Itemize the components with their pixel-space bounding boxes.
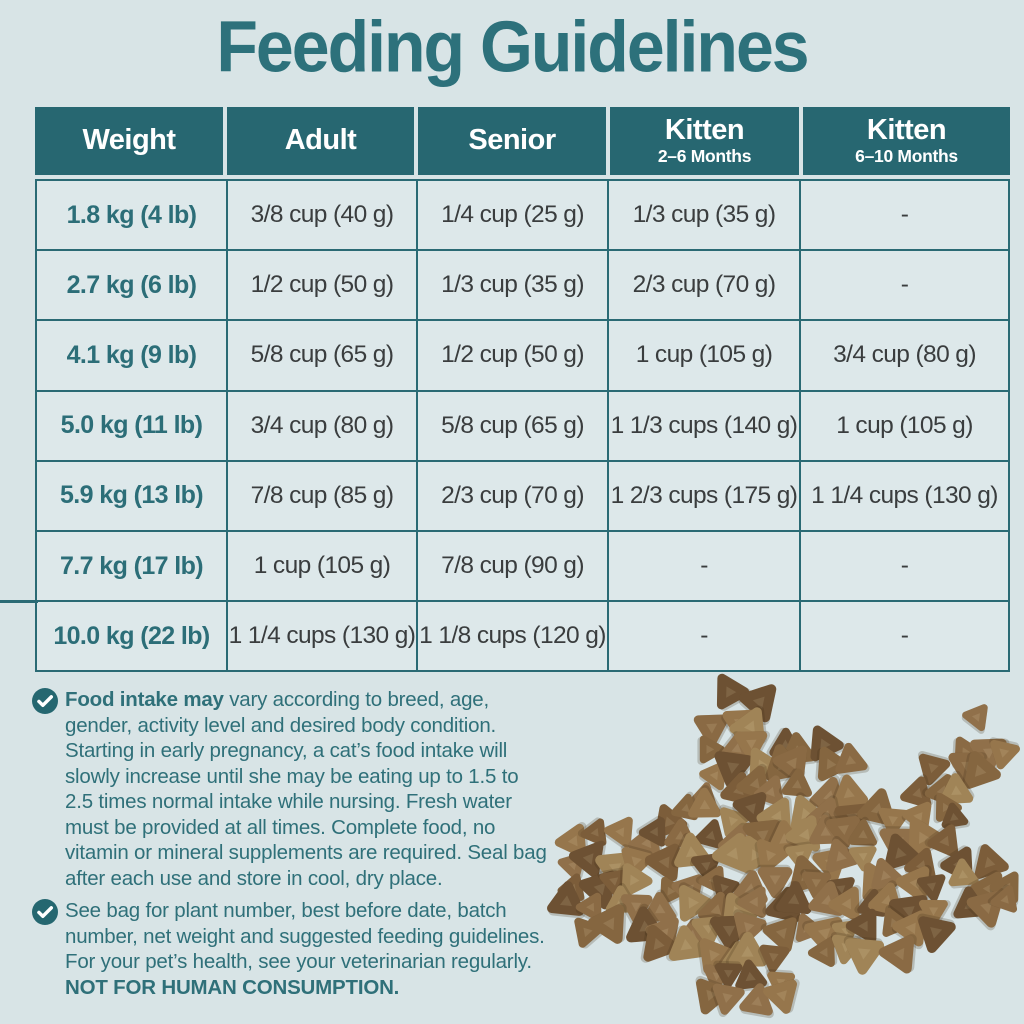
table-cell: 1/3 cup (35 g) [609, 181, 799, 250]
table-cell: - [801, 251, 1008, 320]
header-senior: Senior [418, 107, 606, 175]
table-cell: 3/4 cup (80 g) [228, 391, 416, 460]
table-cell: 1 1/8 cups (120 g) [418, 602, 607, 671]
table-cell: 10.0 kg (22 lb) [37, 602, 226, 671]
note-see-bag: See bag for plant number, best before da… [32, 898, 548, 1000]
header-weight: Weight [35, 107, 223, 175]
table-cell: 5.0 kg (11 lb) [37, 391, 226, 460]
header-kitten-2-6: Kitten 2–6 Months [610, 107, 799, 175]
page-title: Feeding Guidelines [216, 6, 809, 88]
table-cell: - [801, 602, 1008, 671]
check-icon [32, 899, 58, 925]
table-cell: 3/8 cup (40 g) [228, 181, 416, 250]
table-cell: 5/8 cup (65 g) [418, 391, 607, 460]
table-cell: 2/3 cup (70 g) [418, 461, 607, 530]
table-cell: 1 1/4 cups (130 g) [228, 602, 416, 671]
table-cell: 4.1 kg (9 lb) [37, 321, 226, 390]
left-edge-divider [0, 600, 38, 603]
table-cell: 1/2 cup (50 g) [228, 251, 416, 320]
table-cell: 1 2/3 cups (175 g) [609, 461, 799, 530]
table-cell: 1 cup (105 g) [609, 321, 799, 390]
table-cell: 1/2 cup (50 g) [418, 321, 607, 390]
header-adult: Adult [227, 107, 414, 175]
check-icon [32, 688, 58, 714]
table-cell: - [801, 181, 1008, 250]
table-header-row: Weight Adult Senior Kitten 2–6 Months Ki… [35, 107, 1010, 175]
feeding-guidelines-table: Weight Adult Senior Kitten 2–6 Months Ki… [35, 107, 1010, 673]
table-cell: 1 1/3 cups (140 g) [609, 391, 799, 460]
table-cell: 1/4 cup (25 g) [418, 181, 607, 250]
note-text: Food intake may vary according to breed,… [65, 688, 547, 890]
table-cell: 7.7 kg (17 lb) [37, 531, 226, 601]
table-cell: - [801, 531, 1008, 601]
note-text: See bag for plant number, best before da… [65, 899, 545, 999]
table-cell: 7/8 cup (85 g) [228, 461, 416, 530]
table-body: 1.8 kg (4 lb) 3/8 cup (40 g) 1/4 cup (25… [35, 179, 1010, 673]
table-cell: 5.9 kg (13 lb) [37, 461, 226, 530]
notes-section: Food intake may vary according to breed,… [32, 687, 548, 1007]
table-cell: - [609, 602, 799, 671]
table-cell: 1 cup (105 g) [228, 531, 416, 601]
note-food-intake: Food intake may vary according to breed,… [32, 687, 548, 891]
table-cell: 3/4 cup (80 g) [801, 321, 1008, 390]
header-kitten-6-10: Kitten 6–10 Months [803, 107, 1010, 175]
table-cell: 2/3 cup (70 g) [609, 251, 799, 320]
table-cell: 1/3 cup (35 g) [418, 251, 607, 320]
table-cell: 2.7 kg (6 lb) [37, 251, 226, 320]
table-cell: 5/8 cup (65 g) [228, 321, 416, 390]
table-cell: 1.8 kg (4 lb) [37, 181, 226, 250]
table-cell: 1 1/4 cups (130 g) [801, 461, 1008, 530]
kibble-fish-image [547, 673, 1020, 1019]
table-cell: - [609, 531, 799, 601]
table-cell: 1 cup (105 g) [801, 391, 1008, 460]
table-cell: 7/8 cup (90 g) [418, 531, 607, 601]
